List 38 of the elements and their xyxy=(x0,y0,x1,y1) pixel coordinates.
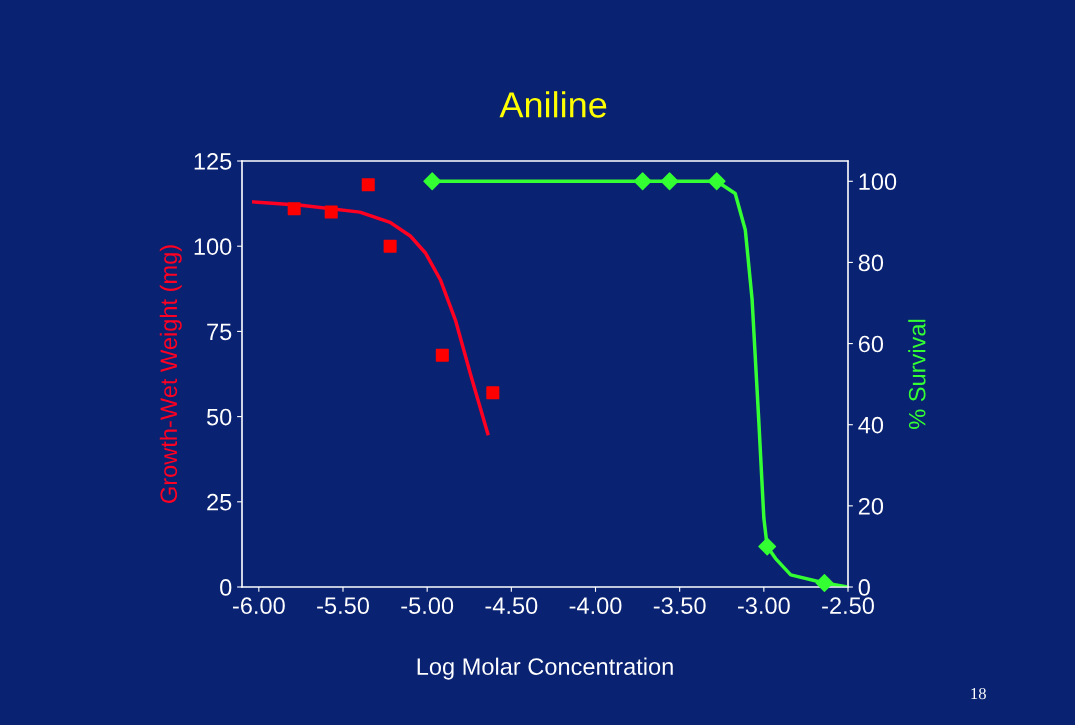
y2-tick-label: 60 xyxy=(858,335,884,353)
point xyxy=(361,178,375,192)
point xyxy=(707,172,726,191)
point xyxy=(324,205,338,219)
point xyxy=(633,172,652,191)
y2-tick-label: 20 xyxy=(858,497,884,515)
point xyxy=(758,537,777,556)
point xyxy=(486,386,500,400)
point xyxy=(660,172,679,191)
x-tick-label: -5.00 xyxy=(401,597,454,615)
y2-tick-label: 40 xyxy=(858,416,884,434)
text: 18 xyxy=(971,687,986,700)
y2-tick-label: 100 xyxy=(859,173,897,191)
x-tick-label: -5.50 xyxy=(317,597,369,615)
x-axis-title: Log Molar Concentration xyxy=(417,657,673,680)
x-tick-label: -4.50 xyxy=(485,597,538,615)
y-tick-label: 0 xyxy=(220,579,232,596)
x-tick-label: -4.00 xyxy=(569,597,622,615)
y-axis-title: Growth-Wet Weight (mg) xyxy=(159,245,182,503)
y2-axis-title: % Survival xyxy=(908,319,926,429)
x-tick-label: -3.00 xyxy=(737,597,790,615)
point xyxy=(423,172,442,191)
point xyxy=(287,202,301,216)
y-tick-label: 50 xyxy=(206,408,232,426)
y-tick-label: 25 xyxy=(207,493,232,511)
point xyxy=(383,239,397,253)
x-tick-label: -3.50 xyxy=(653,597,706,615)
x-tick-label: -6.00 xyxy=(232,597,285,615)
point xyxy=(435,348,449,362)
x-tick-label: -2.50 xyxy=(822,597,874,615)
point xyxy=(815,574,834,592)
line-series xyxy=(252,200,490,436)
y-tick-label: 75 xyxy=(207,323,232,341)
y-tick-label: 125 xyxy=(194,153,232,170)
y-tick-label: 100 xyxy=(194,238,232,255)
y2-tick-label: 80 xyxy=(858,254,884,272)
chart-title: Aniline xyxy=(499,91,607,118)
y2-tick-label: 0 xyxy=(858,579,870,596)
